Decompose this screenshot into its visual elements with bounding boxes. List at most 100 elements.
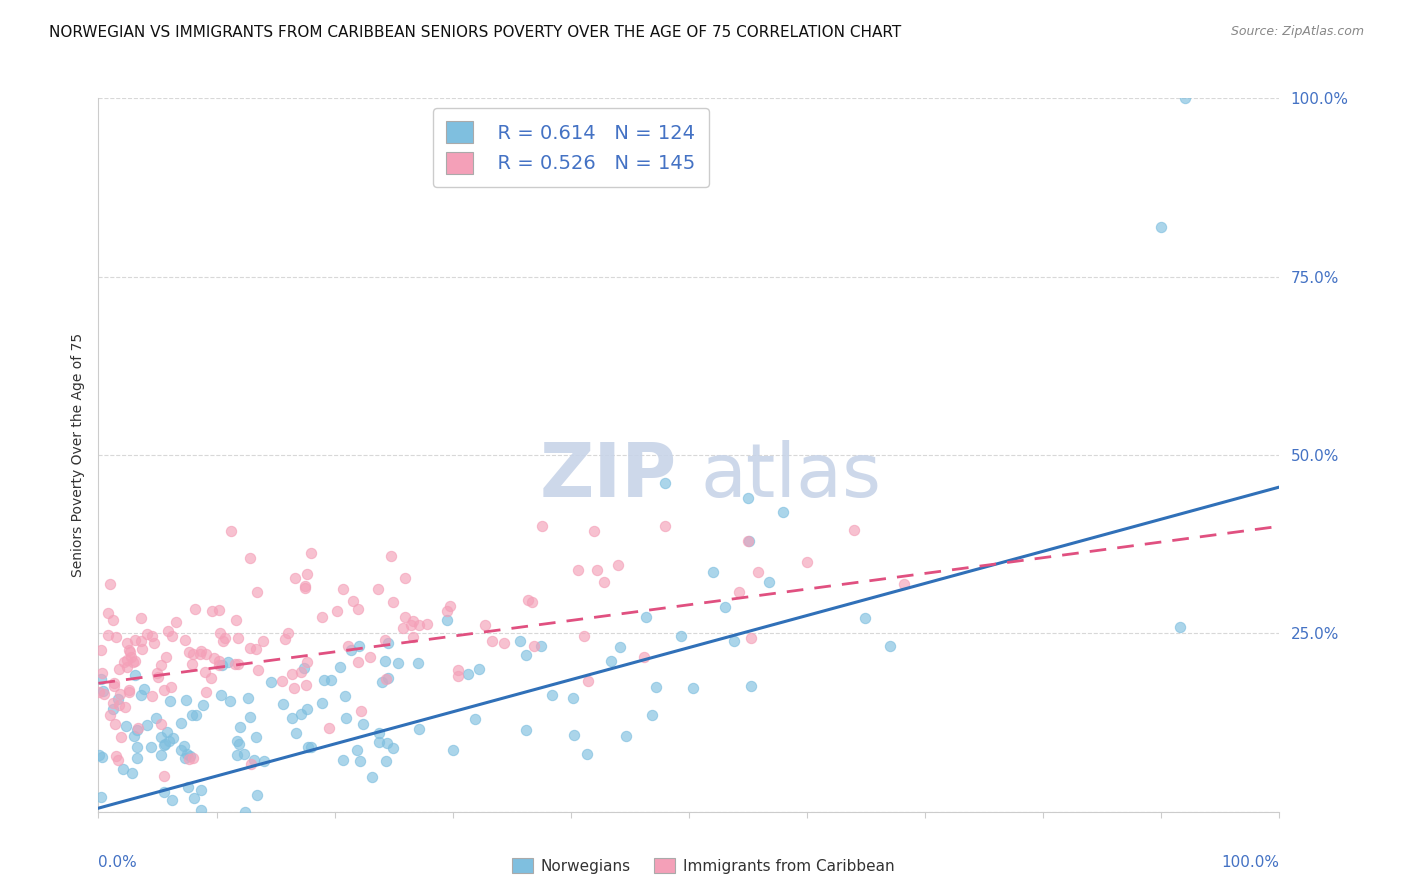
Point <box>228 631 250 645</box>
Point <box>377 671 399 685</box>
Point <box>394 610 416 624</box>
Point <box>176 747 198 762</box>
Point <box>443 742 465 756</box>
Point <box>567 563 589 577</box>
Point <box>194 647 217 661</box>
Point <box>446 663 468 677</box>
Point <box>374 654 396 668</box>
Point <box>292 661 315 675</box>
Point <box>228 657 250 671</box>
Point <box>669 629 692 643</box>
Point <box>118 645 141 659</box>
Point <box>174 693 197 707</box>
Legend: Norwegians, Immigrants from Caribbean: Norwegians, Immigrants from Caribbean <box>506 852 900 880</box>
Text: Source: ZipAtlas.com: Source: ZipAtlas.com <box>1230 25 1364 38</box>
Point <box>332 582 354 596</box>
Point <box>297 739 319 754</box>
Point <box>127 739 149 754</box>
Point <box>290 707 312 722</box>
Point <box>107 692 129 706</box>
Point <box>326 604 349 618</box>
Point <box>98 576 121 591</box>
Point <box>131 641 153 656</box>
Point <box>294 579 316 593</box>
Point <box>737 491 759 505</box>
Point <box>893 576 915 591</box>
Point <box>682 681 704 696</box>
Point <box>1174 91 1197 105</box>
Point <box>90 789 112 804</box>
Point <box>740 632 762 646</box>
Point <box>135 717 157 731</box>
Point <box>277 625 299 640</box>
Point <box>93 687 115 701</box>
Point <box>105 630 128 644</box>
Point <box>136 627 159 641</box>
Point <box>173 739 195 753</box>
Point <box>173 750 195 764</box>
Point <box>124 654 146 668</box>
Point <box>377 635 399 649</box>
Point <box>190 783 212 797</box>
Point <box>582 524 605 538</box>
Point <box>159 694 181 708</box>
Point <box>606 558 628 572</box>
Point <box>515 723 537 737</box>
Point <box>464 712 486 726</box>
Point <box>333 689 356 703</box>
Point <box>406 656 429 670</box>
Point <box>371 674 394 689</box>
Point <box>520 595 543 609</box>
Point <box>614 730 637 744</box>
Point <box>145 711 167 725</box>
Point <box>844 524 866 538</box>
Point <box>218 693 240 707</box>
Point <box>124 633 146 648</box>
Point <box>170 743 193 757</box>
Point <box>125 751 148 765</box>
Point <box>515 648 537 662</box>
Point <box>375 754 398 768</box>
Point <box>481 633 503 648</box>
Point <box>299 739 322 754</box>
Point <box>118 643 141 657</box>
Point <box>228 738 250 752</box>
Point <box>121 765 143 780</box>
Point <box>190 644 212 658</box>
Point <box>375 673 398 687</box>
Point <box>208 658 231 673</box>
Point <box>190 803 212 817</box>
Point <box>160 680 183 694</box>
Point <box>141 739 163 754</box>
Point <box>492 636 515 650</box>
Point <box>105 748 128 763</box>
Point <box>517 593 540 607</box>
Point <box>181 751 204 765</box>
Point <box>562 728 585 742</box>
Point <box>408 617 430 632</box>
Point <box>318 721 340 735</box>
Point <box>447 669 470 683</box>
Point <box>399 618 422 632</box>
Point <box>115 653 138 667</box>
Point <box>436 613 458 627</box>
Point <box>295 566 318 581</box>
Point <box>146 670 169 684</box>
Point <box>110 730 132 744</box>
Point <box>284 571 307 585</box>
Point <box>541 688 564 702</box>
Point <box>252 633 274 648</box>
Point <box>281 711 304 725</box>
Point <box>436 604 458 618</box>
Point <box>381 740 404 755</box>
Point <box>229 720 252 734</box>
Point <box>246 663 269 677</box>
Point <box>87 684 110 698</box>
Point <box>737 533 759 548</box>
Text: atlas: atlas <box>700 440 882 513</box>
Point <box>101 613 124 627</box>
Point <box>108 698 131 712</box>
Point <box>191 698 214 713</box>
Point <box>160 630 183 644</box>
Point <box>91 684 114 698</box>
